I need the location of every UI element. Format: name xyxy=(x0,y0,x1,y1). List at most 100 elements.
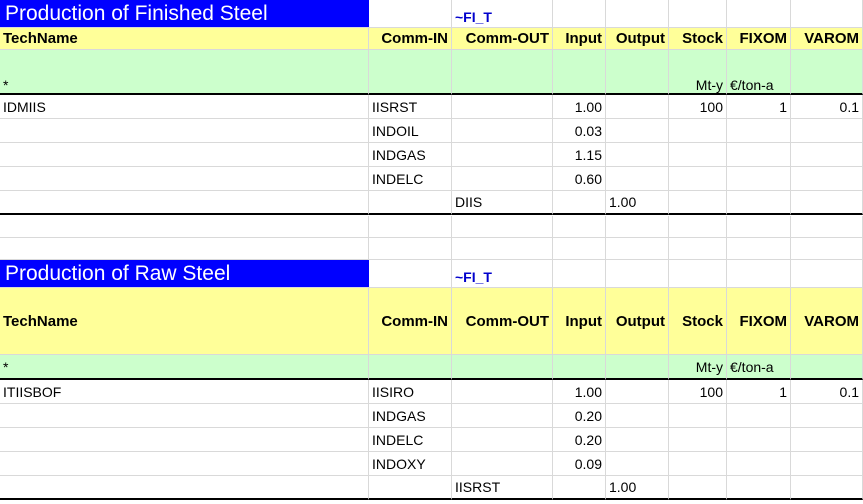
cell[interactable] xyxy=(669,238,727,260)
cell[interactable] xyxy=(452,216,553,238)
cell[interactable] xyxy=(553,238,606,260)
table-cell-comm-in[interactable]: IISIRO xyxy=(369,380,452,404)
table-cell-fixom[interactable] xyxy=(727,452,791,476)
cell[interactable] xyxy=(669,260,727,288)
units-cell[interactable]: €/ton-a xyxy=(727,50,791,95)
cell[interactable] xyxy=(791,260,863,288)
table-cell-comm-in[interactable]: INDOIL xyxy=(369,119,452,143)
table-cell-comm-out[interactable] xyxy=(452,143,553,167)
table-cell-input[interactable]: 0.09 xyxy=(553,452,606,476)
table-cell-varom[interactable]: 0.1 xyxy=(791,95,863,119)
table-cell-output[interactable] xyxy=(606,404,669,428)
cell[interactable] xyxy=(0,216,369,238)
column-header-fixom[interactable]: FIXOM xyxy=(727,28,791,50)
column-header-comm-out[interactable]: Comm-OUT xyxy=(452,288,553,355)
table-cell-output[interactable] xyxy=(606,167,669,191)
table-cell-fixom[interactable] xyxy=(727,143,791,167)
units-cell[interactable] xyxy=(369,50,452,95)
table-cell-varom[interactable]: 0.1 xyxy=(791,380,863,404)
column-header-comm-in[interactable]: Comm-IN xyxy=(369,28,452,50)
table-cell-output[interactable]: 1.00 xyxy=(606,191,669,215)
table-cell-output[interactable] xyxy=(606,95,669,119)
column-header-techname[interactable]: TechName xyxy=(0,28,369,50)
table-cell-varom[interactable] xyxy=(791,167,863,191)
column-header-output[interactable]: Output xyxy=(606,288,669,355)
table-cell-varom[interactable] xyxy=(791,452,863,476)
table-cell-comm-in[interactable] xyxy=(369,476,452,500)
units-cell[interactable] xyxy=(553,355,606,380)
table-cell-comm-out[interactable] xyxy=(452,119,553,143)
cell[interactable] xyxy=(553,0,606,28)
table-cell-stock[interactable]: 100 xyxy=(669,380,727,404)
units-cell[interactable]: Mt-y xyxy=(669,50,727,95)
column-header-varom[interactable]: VAROM xyxy=(791,28,863,50)
table-cell-output[interactable]: 1.00 xyxy=(606,476,669,500)
table-cell-tech[interactable] xyxy=(0,428,369,452)
column-header-input[interactable]: Input xyxy=(553,288,606,355)
table-cell-comm-out[interactable]: IISRST xyxy=(452,476,553,500)
table-cell-tech[interactable] xyxy=(0,119,369,143)
cell[interactable] xyxy=(369,216,452,238)
column-header-input[interactable]: Input xyxy=(553,28,606,50)
cell[interactable] xyxy=(669,0,727,28)
table-cell-varom[interactable] xyxy=(791,143,863,167)
table-cell-comm-out[interactable] xyxy=(452,404,553,428)
column-header-stock[interactable]: Stock xyxy=(669,28,727,50)
table-cell-comm-in[interactable]: INDGAS xyxy=(369,143,452,167)
table-cell-input[interactable]: 0.20 xyxy=(553,428,606,452)
table-cell-stock[interactable] xyxy=(669,167,727,191)
units-cell[interactable] xyxy=(791,50,863,95)
table-cell-stock[interactable] xyxy=(669,452,727,476)
table-cell-input[interactable] xyxy=(553,476,606,500)
cell[interactable] xyxy=(727,216,791,238)
cell[interactable] xyxy=(369,0,452,28)
table-cell-stock[interactable] xyxy=(669,143,727,167)
table-cell-fixom[interactable] xyxy=(727,191,791,215)
units-cell[interactable] xyxy=(452,50,553,95)
table-cell-fixom[interactable] xyxy=(727,476,791,500)
column-header-comm-out[interactable]: Comm-OUT xyxy=(452,28,553,50)
table-cell-stock[interactable]: 100 xyxy=(669,95,727,119)
table-cell-varom[interactable] xyxy=(791,119,863,143)
units-cell[interactable]: * xyxy=(0,50,369,95)
table-cell-stock[interactable] xyxy=(669,476,727,500)
table-cell-comm-out[interactable] xyxy=(452,380,553,404)
table-cell-comm-in[interactable]: INDOXY xyxy=(369,452,452,476)
table-cell-stock[interactable] xyxy=(669,119,727,143)
table-cell-comm-in[interactable]: INDGAS xyxy=(369,404,452,428)
units-cell[interactable]: Mt-y xyxy=(669,355,727,380)
table-cell-fixom[interactable] xyxy=(727,119,791,143)
table-cell-stock[interactable] xyxy=(669,191,727,215)
cell[interactable] xyxy=(369,238,452,260)
table-cell-tech[interactable]: IDMIIS xyxy=(0,95,369,119)
table-cell-tech[interactable]: ITIISBOF xyxy=(0,380,369,404)
table-cell-output[interactable] xyxy=(606,143,669,167)
units-cell[interactable]: €/ton-a xyxy=(727,355,791,380)
cell[interactable] xyxy=(669,216,727,238)
table-cell-varom[interactable] xyxy=(791,191,863,215)
table-cell-varom[interactable] xyxy=(791,476,863,500)
units-cell[interactable] xyxy=(369,355,452,380)
table-cell-output[interactable] xyxy=(606,452,669,476)
cell[interactable] xyxy=(791,216,863,238)
cell[interactable] xyxy=(727,238,791,260)
units-cell[interactable] xyxy=(553,50,606,95)
table-cell-fixom[interactable] xyxy=(727,404,791,428)
table-cell-input[interactable]: 1.00 xyxy=(553,380,606,404)
table-cell-fixom[interactable]: 1 xyxy=(727,380,791,404)
table-cell-varom[interactable] xyxy=(791,428,863,452)
column-header-varom[interactable]: VAROM xyxy=(791,288,863,355)
table-cell-tech[interactable] xyxy=(0,404,369,428)
table-cell-comm-in[interactable]: INDELC xyxy=(369,428,452,452)
table-cell-comm-out[interactable] xyxy=(452,452,553,476)
column-header-comm-in[interactable]: Comm-IN xyxy=(369,288,452,355)
cell[interactable] xyxy=(606,216,669,238)
table-cell-tech[interactable] xyxy=(0,476,369,500)
table-cell-fixom[interactable]: 1 xyxy=(727,95,791,119)
table-tag[interactable]: ~FI_T xyxy=(452,260,553,288)
table-cell-output[interactable] xyxy=(606,428,669,452)
cell[interactable] xyxy=(606,0,669,28)
units-cell[interactable] xyxy=(606,50,669,95)
cell[interactable] xyxy=(791,238,863,260)
table-cell-tech[interactable] xyxy=(0,167,369,191)
